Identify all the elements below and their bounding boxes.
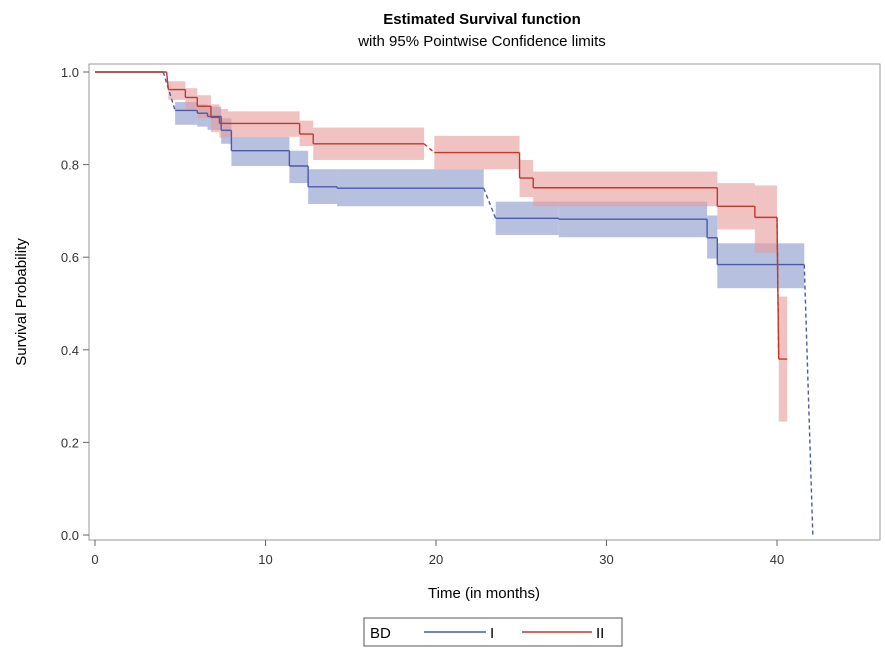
series-i-dashed-drop: [803, 264, 814, 536]
series-i-ci-band: [289, 150, 309, 184]
series-ii-ci-band: [168, 81, 186, 100]
chart-title: Estimated Survival function: [383, 11, 581, 28]
x-axis-label: Time (in months): [428, 585, 540, 602]
legend: BD I II: [363, 617, 623, 647]
y-tick-label: 0.4: [61, 343, 79, 358]
y-tick-label: 1.0: [61, 65, 79, 80]
confidence-bands: [168, 81, 805, 422]
x-tick-label: 10: [258, 552, 272, 567]
series-ii-dashed-drop: [776, 217, 780, 360]
series-ii-ci-band: [185, 88, 198, 110]
series-ii-ci-band: [754, 185, 777, 253]
legend-label-i: I: [490, 625, 494, 642]
x-tick-label: 20: [429, 552, 443, 567]
legend-title: BD: [370, 625, 391, 642]
chart-subtitle: with 95% Pointwise Confidence limits: [357, 33, 606, 50]
x-tick-label: 30: [599, 552, 613, 567]
y-tick-label: 0.0: [61, 528, 79, 543]
legend-label-ii: II: [596, 625, 604, 642]
series-ii-ci-band: [210, 104, 220, 133]
y-tick-label: 0.6: [61, 250, 79, 265]
series-ii-step-connector: [165, 71, 170, 90]
y-tick-label: 0.8: [61, 158, 79, 173]
survival-curves: [95, 71, 814, 536]
series-ii-ci-band: [533, 171, 718, 207]
series-i-step-connector: [483, 187, 497, 219]
y-axis-label: Survival Probability: [13, 238, 30, 366]
plot-area-frame: [88, 63, 881, 541]
axis-ticks: 0 10 20 30 40 0.0 0.2 0.4 0.6 0.8 1.0: [61, 65, 784, 567]
x-tick-label: 0: [91, 552, 98, 567]
x-tick-label: 40: [770, 552, 784, 567]
series-ii-step-connector: [423, 143, 435, 154]
y-tick-label: 0.2: [61, 435, 79, 450]
